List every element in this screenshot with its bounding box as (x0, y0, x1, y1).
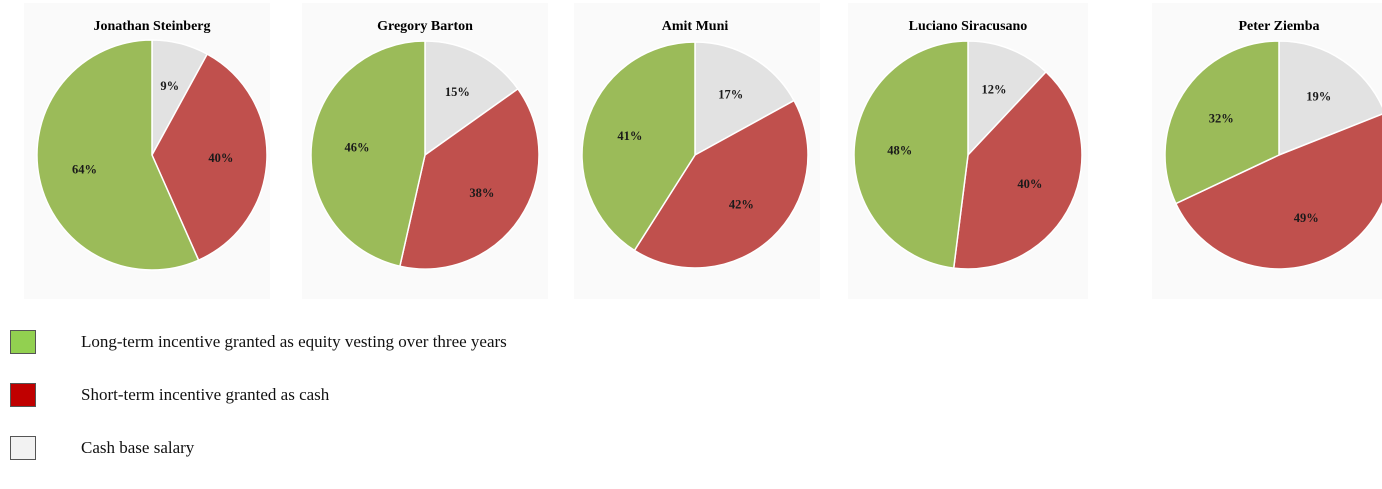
legend-label-long-term: Long-term incentive granted as equity ve… (81, 332, 507, 351)
pie-slice-label-base-salary: 17% (718, 88, 743, 102)
pie-title: Peter Ziemba (1239, 19, 1320, 34)
pie-slice-label-long-term: 46% (345, 140, 370, 154)
pie-slice-short-term (952, 70, 1083, 270)
pie-slice-base-salary (694, 41, 796, 157)
pie-chart-luciano-siracusano: Luciano Siracusano 12% 40% 48% (848, 3, 1088, 299)
pie-slice-short-term (151, 53, 268, 262)
pie-slice-base-salary (967, 40, 1048, 157)
pie-slice-base-salary (1278, 40, 1382, 157)
legend-swatch-short-term (10, 383, 36, 407)
legend-label-base-salary: Cash base salary (81, 438, 195, 457)
pie-chart-gregory-barton: Gregory Barton 15% 38% 46% (302, 3, 548, 299)
pie-slice-label-short-term: 38% (469, 186, 494, 200)
pie-title: Gregory Barton (377, 19, 473, 34)
pie-slice-long-term (36, 39, 200, 271)
pie-slice-label-long-term: 41% (617, 129, 642, 143)
pie-slice-long-term (1164, 40, 1280, 205)
pie-slice-label-base-salary: 9% (160, 79, 179, 93)
pie-slice-label-base-salary: 19% (1306, 90, 1331, 104)
pie-slice-long-term (581, 41, 696, 252)
pie-slice-label-short-term: 42% (729, 197, 754, 211)
pie-slice-label-long-term: 64% (72, 162, 97, 176)
pie-slice-label-long-term: 32% (1209, 111, 1234, 125)
pie-slice-label-base-salary: 15% (445, 85, 470, 99)
pie-chart-jonathan-steinberg: Jonathan Steinberg 9% 40% 64% (24, 3, 270, 299)
pie-title: Luciano Siracusano (909, 19, 1028, 34)
pie-slice-short-term (398, 87, 540, 270)
pie-slice-label-long-term: 48% (887, 144, 912, 158)
pie-chart-peter-ziemba: Peter Ziemba 19% 49% 32% (1152, 3, 1382, 299)
pie-title: Jonathan Steinberg (93, 19, 210, 34)
legend-label-short-term: Short-term incentive granted as cash (81, 385, 330, 404)
pie-slice-long-term (310, 40, 426, 268)
pie-chart-amit-muni: Amit Muni 17% 42% 41% (574, 3, 820, 299)
pie-slice-label-short-term: 40% (208, 151, 233, 165)
pie-charts-area: Jonathan Steinberg 9% 40% 64% Gregory Barto… (24, 3, 1382, 299)
pie-slice-label-base-salary: 12% (982, 82, 1007, 96)
legend-swatch-long-term (10, 330, 36, 354)
pie-slice-label-short-term: 40% (1017, 177, 1042, 191)
legend-swatch-base-salary (10, 436, 36, 460)
pie-slice-short-term (1174, 113, 1382, 270)
pie-slice-base-salary (424, 40, 519, 157)
pie-title: Amit Muni (662, 19, 729, 34)
pie-slice-short-term (633, 99, 809, 269)
pie-slice-label-short-term: 49% (1294, 211, 1319, 225)
pie-slice-long-term (853, 40, 969, 269)
